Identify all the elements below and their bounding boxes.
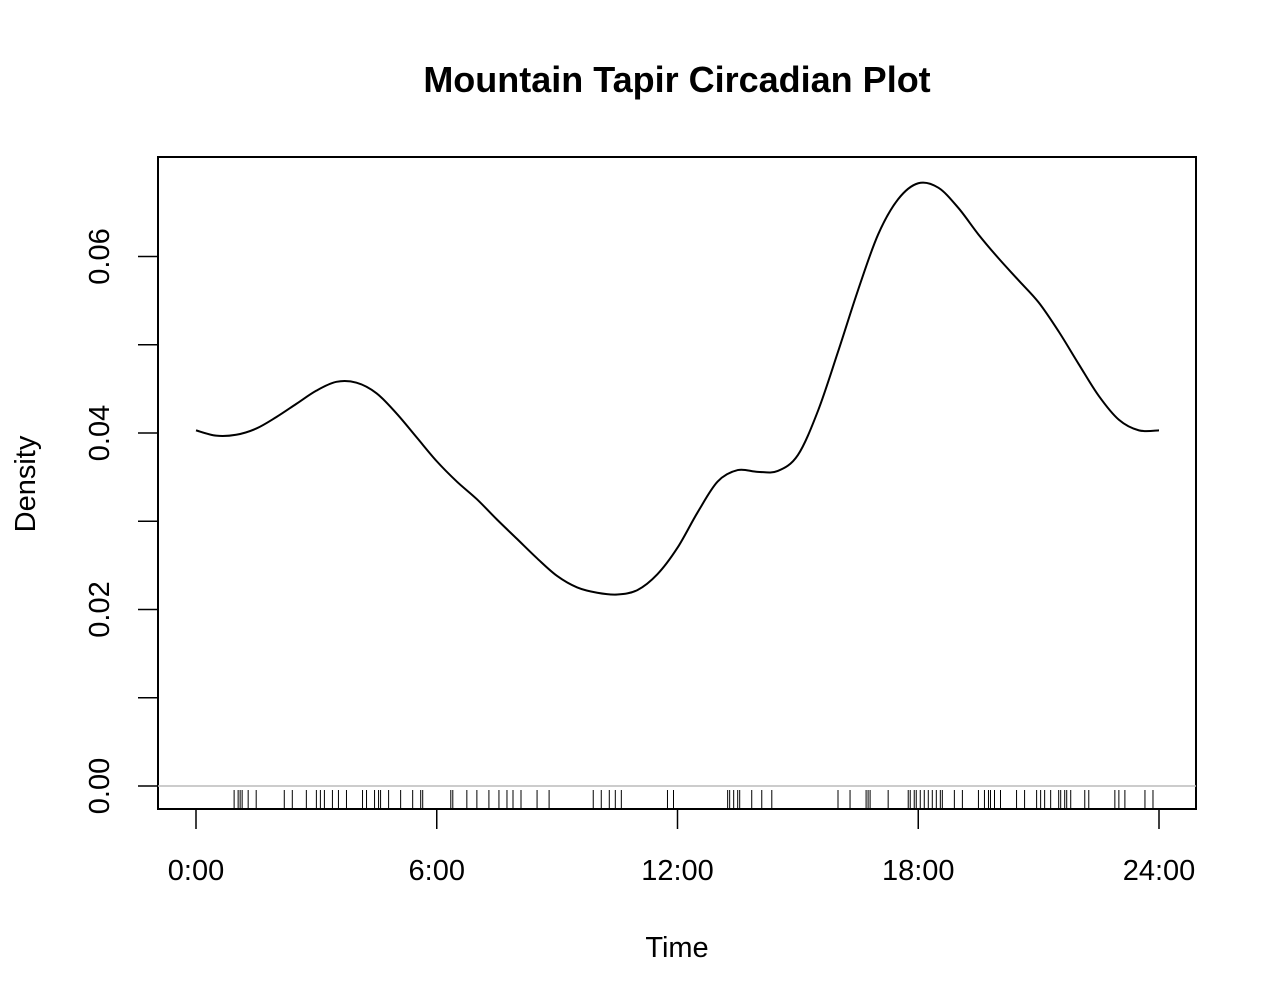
rug-marks xyxy=(233,790,1154,809)
plot-frame xyxy=(157,156,1197,810)
y-tick-label: 0.06 xyxy=(84,228,116,284)
x-axis-label: Time xyxy=(645,932,708,964)
y-axis-label: Density xyxy=(10,435,42,532)
density-curve xyxy=(195,181,1160,596)
x-tick-label: 6:00 xyxy=(409,855,465,887)
x-tick-label: 12:00 xyxy=(641,855,714,887)
x-tick-label: 0:00 xyxy=(168,855,224,887)
x-axis: 0:00 6:00 12:00 18:00 24:00 xyxy=(168,808,1196,887)
chart-title: Mountain Tapir Circadian Plot xyxy=(423,59,930,100)
y-tick-label: 0.02 xyxy=(84,581,116,637)
y-axis: 0.00 0.02 0.04 0.06 xyxy=(84,168,159,814)
x-tick-label: 24:00 xyxy=(1123,855,1196,887)
y-tick-label: 0.04 xyxy=(84,405,116,461)
y-tick-label: 0.00 xyxy=(84,758,116,814)
x-tick-label: 18:00 xyxy=(882,855,955,887)
plot-area xyxy=(158,181,1196,809)
